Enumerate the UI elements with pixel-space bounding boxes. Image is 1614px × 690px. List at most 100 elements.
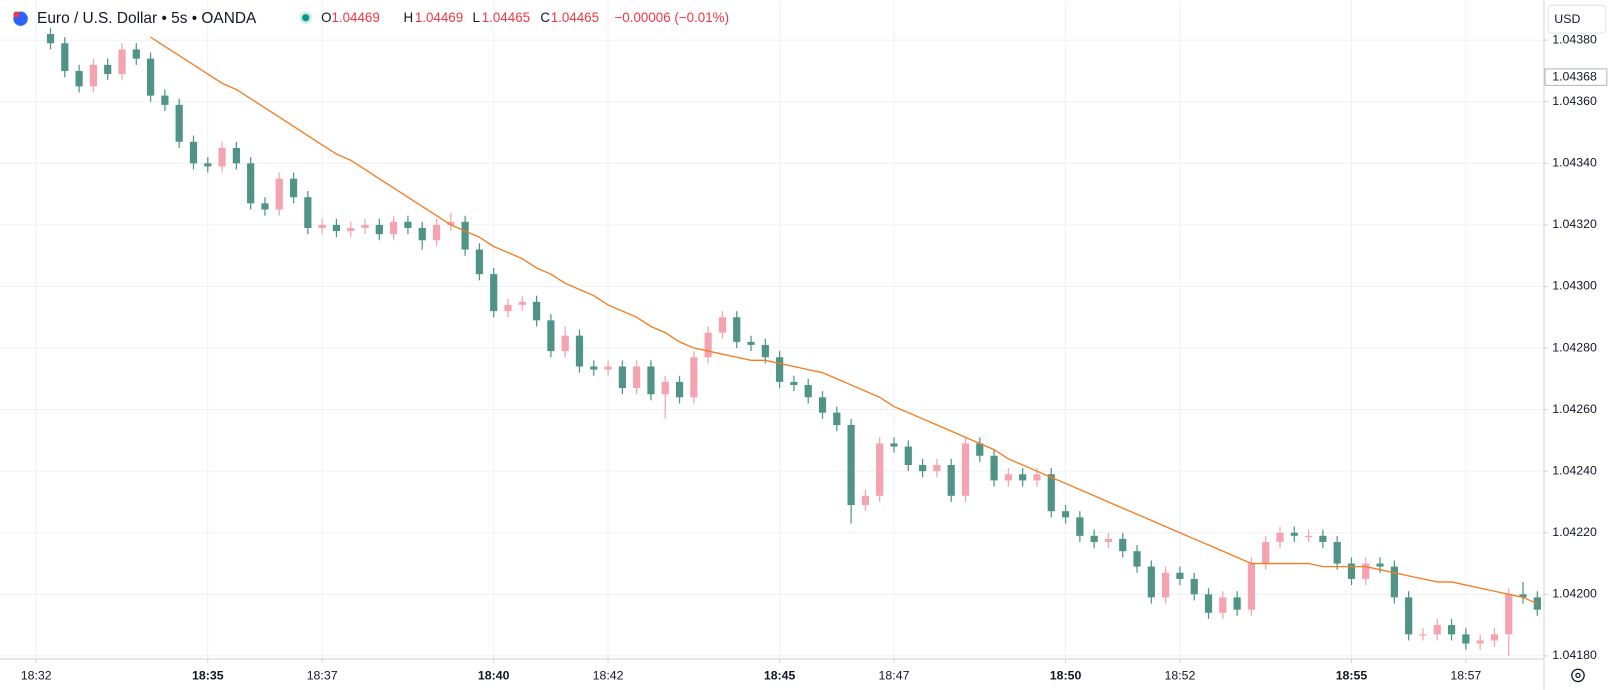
x-tick-label: 18:35 <box>192 669 224 683</box>
candle-body <box>661 381 669 395</box>
candle-body <box>861 495 870 506</box>
x-tick-label: 18:55 <box>1336 669 1368 683</box>
high-value: 1.04469 <box>415 10 463 25</box>
close-label: C <box>540 10 550 25</box>
candle-body <box>747 341 755 345</box>
candle-body <box>1519 594 1527 598</box>
y-tick-label: 1.04200 <box>1552 587 1597 601</box>
x-tick-label: 18:52 <box>1164 669 1195 683</box>
open-value: 1.04469 <box>331 10 379 25</box>
candle-body <box>1419 634 1427 636</box>
candle-body <box>1333 541 1341 564</box>
candle-body <box>447 221 455 225</box>
candle-body <box>1433 625 1441 635</box>
candle-body <box>461 221 469 250</box>
candle-body <box>733 317 741 342</box>
candle-body <box>761 344 769 358</box>
candle-body <box>804 384 812 398</box>
candle-body <box>175 104 183 142</box>
candle-body <box>1347 563 1356 579</box>
candle-body <box>704 332 712 358</box>
candle-body <box>933 465 941 472</box>
y-tick-label: 1.04180 <box>1552 648 1597 662</box>
candle-body <box>304 197 312 228</box>
candle-body <box>1019 474 1027 481</box>
marks <box>46 27 1541 656</box>
candle-body <box>947 465 955 496</box>
candle-body <box>1290 532 1298 536</box>
candle-body <box>1247 563 1256 610</box>
candle-body <box>318 224 326 228</box>
currency-label[interactable]: USD <box>1554 12 1580 26</box>
candle-body <box>146 58 155 96</box>
low-label: L <box>472 10 479 25</box>
symbol-title[interactable]: Euro / U.S. Dollar • 5s • OANDA <box>37 10 257 27</box>
y-tick-label: 1.04240 <box>1552 463 1597 477</box>
candle-body <box>876 443 884 496</box>
status-dot <box>302 14 310 22</box>
candle-body <box>161 95 169 105</box>
candle-body <box>976 443 984 456</box>
candle-body <box>904 446 912 466</box>
y-tick-label: 1.04360 <box>1552 94 1597 108</box>
candle-body <box>247 163 255 204</box>
candle-body <box>490 274 498 312</box>
candle-body <box>1147 566 1155 598</box>
candle-body <box>618 366 626 389</box>
price-marker-label: 1.04368 <box>1552 69 1597 83</box>
candle-body <box>1076 517 1084 536</box>
x-tick-label: 18:50 <box>1050 669 1082 683</box>
candle-body <box>218 147 226 167</box>
candle-body <box>604 366 612 370</box>
candle-body <box>1447 625 1456 635</box>
y-tick-label: 1.04300 <box>1552 279 1597 293</box>
candle-body <box>818 397 827 413</box>
candle-body <box>1176 572 1184 579</box>
candle-body <box>990 455 998 481</box>
high-label: H <box>404 10 414 25</box>
candle-body <box>776 357 784 382</box>
x-tick-label: 18:45 <box>764 669 796 683</box>
settings-icon[interactable] <box>1571 668 1585 683</box>
candle-body <box>1405 597 1413 635</box>
y-tick-label: 1.04260 <box>1552 402 1597 416</box>
x-tick-label: 18:47 <box>879 669 910 683</box>
candle-body <box>418 227 426 241</box>
symbol-icon-flag <box>13 11 20 18</box>
candle-body <box>690 357 698 398</box>
candle-body <box>46 34 55 44</box>
candle-body <box>1319 535 1327 542</box>
candle-body <box>1262 541 1270 564</box>
candle-body <box>204 163 212 167</box>
candle-body <box>1204 594 1213 613</box>
candle-body <box>332 224 341 232</box>
candle-body <box>61 43 69 71</box>
candle-body <box>918 465 927 472</box>
candle-body <box>561 335 569 352</box>
candle-body <box>1090 535 1098 542</box>
candle-body <box>375 224 383 235</box>
candle-body <box>1133 551 1141 567</box>
candle-body <box>1061 511 1070 518</box>
x-tick-label: 18:57 <box>1450 669 1481 683</box>
candle-body <box>475 249 484 275</box>
candle-body <box>1390 566 1398 598</box>
candle-body <box>1033 474 1041 481</box>
candle-body <box>1505 594 1513 635</box>
currency-button[interactable] <box>1547 4 1607 34</box>
candle-body <box>1490 634 1499 641</box>
x-tick-label: 18:40 <box>478 669 510 683</box>
candle-body <box>275 178 283 210</box>
change-value: −0.00006 (−0.01%) <box>615 10 730 25</box>
candle-body <box>1376 563 1384 567</box>
y-tick-label: 1.04340 <box>1552 156 1597 170</box>
candle-body <box>104 64 112 75</box>
x-tick-label: 18:32 <box>21 669 52 683</box>
candle-body <box>1462 634 1470 644</box>
candle-body <box>347 227 355 232</box>
candle-body <box>847 424 855 506</box>
candle-body <box>547 320 555 352</box>
close-value: 1.04465 <box>551 10 599 25</box>
